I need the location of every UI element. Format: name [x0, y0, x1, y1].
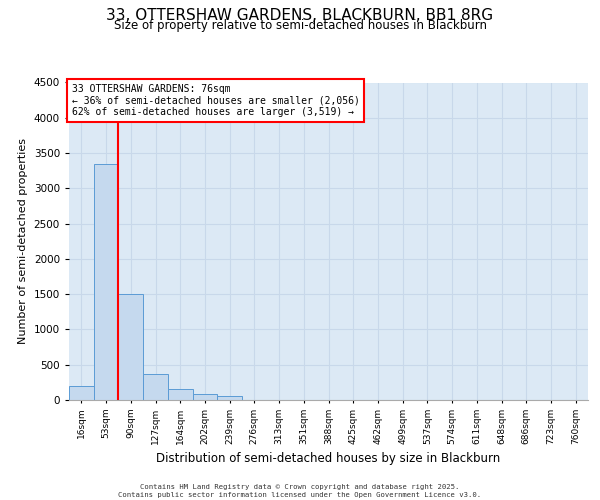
Bar	[143, 374, 168, 400]
Bar	[168, 390, 193, 400]
Bar	[193, 394, 217, 400]
Y-axis label: Number of semi-detached properties: Number of semi-detached properties	[18, 138, 28, 344]
Text: 33 OTTERSHAW GARDENS: 76sqm
← 36% of semi-detached houses are smaller (2,056)
62: 33 OTTERSHAW GARDENS: 76sqm ← 36% of sem…	[71, 84, 359, 117]
Bar	[94, 164, 118, 400]
Bar	[217, 396, 242, 400]
Text: Contains HM Land Registry data © Crown copyright and database right 2025.
Contai: Contains HM Land Registry data © Crown c…	[118, 484, 482, 498]
Bar	[69, 386, 94, 400]
Text: 33, OTTERSHAW GARDENS, BLACKBURN, BB1 8RG: 33, OTTERSHAW GARDENS, BLACKBURN, BB1 8R…	[106, 8, 494, 22]
X-axis label: Distribution of semi-detached houses by size in Blackburn: Distribution of semi-detached houses by …	[157, 452, 500, 466]
Text: Size of property relative to semi-detached houses in Blackburn: Size of property relative to semi-detach…	[113, 19, 487, 32]
Bar	[118, 294, 143, 400]
